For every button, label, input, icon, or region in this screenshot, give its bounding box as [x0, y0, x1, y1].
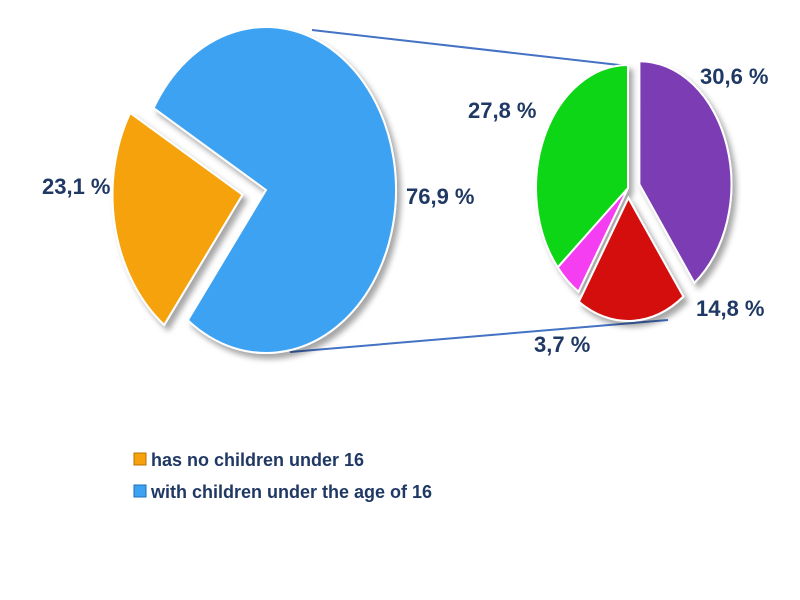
- legend-swatch-with-children: [133, 484, 147, 498]
- data-label-breakdown-3: 3,7 %: [534, 332, 590, 357]
- breakdown-pie-slice-2: [577, 195, 685, 322]
- data-label-no-children: 23,1 %: [42, 174, 111, 199]
- breakdown-pie-slice-4: [535, 63, 629, 269]
- data-label-with-children: 76,9 %: [406, 184, 475, 209]
- legend-swatch-no-children: [133, 452, 147, 466]
- connector-line-bottom: [289, 319, 669, 353]
- main-pie: [111, 26, 397, 354]
- legend-label-with-children: with children under the age of 16: [150, 482, 432, 502]
- legend: has no children under 16 with children u…: [133, 450, 432, 502]
- breakdown-pie: [535, 60, 733, 322]
- data-label-breakdown-1: 30,6 %: [700, 64, 769, 89]
- main-pie-slice-1: [111, 111, 244, 327]
- connector-line-top: [311, 29, 629, 67]
- breakdown-pie-slice-1: [638, 60, 733, 285]
- legend-label-no-children: has no children under 16: [151, 450, 364, 470]
- data-label-breakdown-4: 27,8 %: [468, 98, 537, 123]
- main-pie-slice-2: [152, 26, 397, 354]
- data-label-breakdown-2: 14,8 %: [696, 296, 765, 321]
